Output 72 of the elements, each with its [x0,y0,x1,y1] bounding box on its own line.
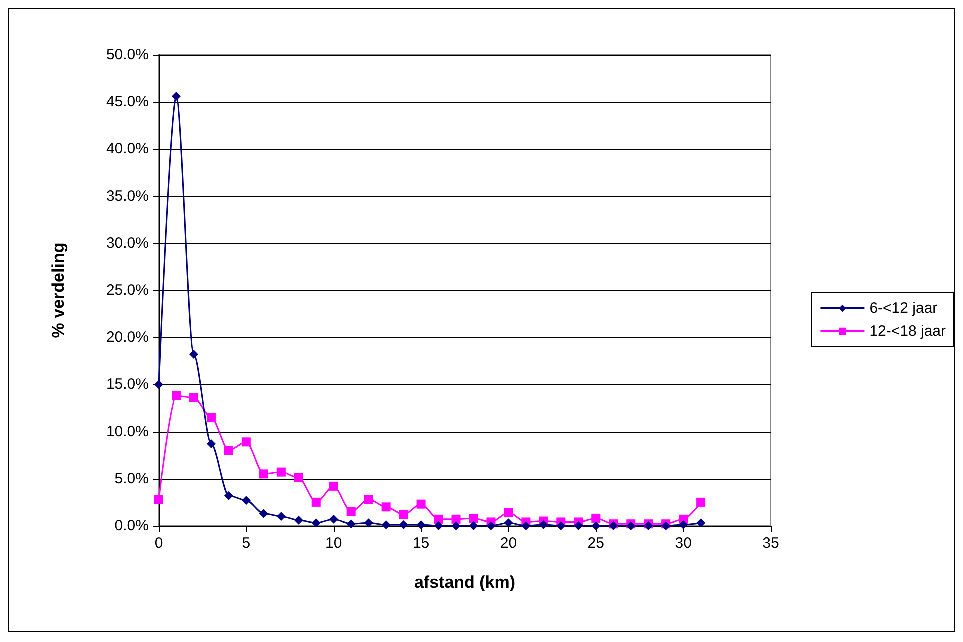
point [556,522,566,530]
point [504,518,514,528]
legend-label: 6-<12 jaar [870,300,938,317]
y-tick-label: 30.0% [106,234,149,252]
point [224,491,234,500]
y-tick-label: 45.0% [106,94,149,111]
x-tick-label: 30 [675,535,692,552]
point [416,520,426,530]
x-tick-label: 15 [412,535,430,552]
legend-label: 12-<18 jaar [870,323,946,340]
point [189,350,198,360]
x-axis-title: afstand (km) [414,573,516,592]
y-tick-label: 15.0% [106,376,149,394]
point [382,502,391,512]
point [679,520,688,530]
point [154,495,164,504]
point [172,392,181,401]
point [364,495,374,504]
point [364,518,374,528]
x-tick-label: 25 [588,535,604,552]
point [206,413,216,422]
x-tick-label: 35 [762,535,780,552]
point [276,468,286,477]
point [574,522,584,530]
y-tick-label: 35.0% [106,188,149,205]
y-tick-label: 50.0% [106,46,149,64]
point [522,522,531,530]
y-tick-label: 10.0% [106,423,149,440]
point [172,92,181,101]
y-tick-label: 5.0% [114,470,149,488]
point [242,496,251,506]
x-tick-label: 5 [242,535,251,552]
y-tick-label: 40.0% [106,140,149,158]
point [399,520,408,530]
point [259,470,268,479]
point [346,520,356,529]
x-tick-label: 20 [500,535,518,552]
point [504,508,514,518]
point [696,498,706,507]
point [434,514,444,524]
point [382,520,391,530]
y-tick-label: 20.0% [106,329,149,346]
point [539,520,548,530]
point [469,514,478,523]
point [346,507,356,516]
point [329,514,338,524]
point [469,522,478,530]
x-tick-label: 0 [154,535,164,552]
point [206,440,216,449]
point [434,522,444,530]
point [696,518,706,528]
point [276,512,286,522]
point [329,482,338,491]
x-tick-label: 10 [326,535,342,552]
point [399,510,408,520]
point [452,522,461,530]
point [312,518,321,528]
point [452,514,461,524]
point [294,473,304,482]
point [312,498,321,507]
point [592,522,601,530]
point [259,509,268,518]
point [189,393,198,402]
point [294,516,304,525]
y-tick-label: 25.0% [106,282,149,299]
y-axis-title: % verdeling [49,242,68,338]
point [416,500,426,509]
y-tick-label: 0.0% [114,518,149,534]
point [592,514,601,523]
point [486,522,496,530]
point [224,446,234,456]
point [242,438,251,447]
